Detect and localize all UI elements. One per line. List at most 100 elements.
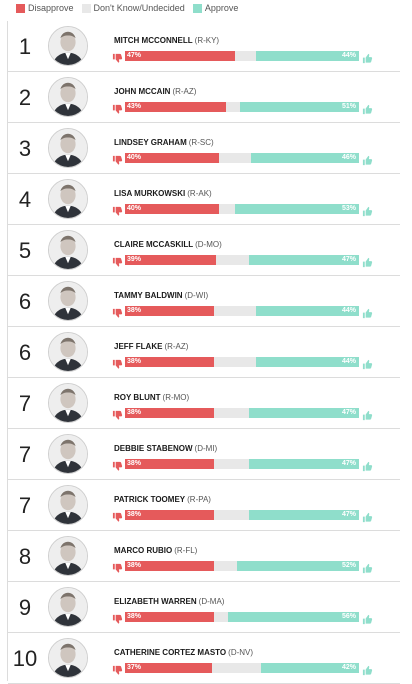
approval-bar: 37% 42% <box>125 663 359 673</box>
senator-name: LINDSEY GRAHAM <box>114 138 187 147</box>
thumbs-down-icon <box>112 255 123 267</box>
bar-segment-unknown <box>213 459 249 469</box>
senator-name-line: JOHN MCCAIN (R-AZ) <box>114 87 196 96</box>
bar-segment-disapprove: 40% <box>125 204 219 214</box>
senator-name-line: ELIZABETH WARREN (D-MA) <box>114 597 224 606</box>
senator-photo <box>48 26 88 66</box>
thumbs-up-icon <box>362 561 373 574</box>
bar-segment-approve: 51% <box>239 102 359 112</box>
senator-name: ELIZABETH WARREN <box>114 597 197 606</box>
left-divider <box>7 21 8 681</box>
approval-bar: 38% 47% <box>125 459 359 469</box>
senator-row: 1 MITCH MCCONNELL (R-KY) 47% 44% <box>8 21 400 72</box>
senator-name: ROY BLUNT <box>114 393 161 402</box>
approve-label: 44% <box>341 307 356 314</box>
senator-name: CLAIRE MCCASKILL <box>114 240 194 249</box>
approve-label: 52% <box>341 562 356 569</box>
approval-bar: 40% 46% <box>125 153 359 163</box>
rank-number: 4 <box>18 187 32 212</box>
bar-segment-disapprove: 38% <box>125 510 214 520</box>
bar-segment-unknown <box>213 357 257 367</box>
bar-segment-disapprove: 37% <box>125 663 212 673</box>
approval-bar: 38% 44% <box>125 357 359 367</box>
bar-segment-disapprove: 38% <box>125 357 214 367</box>
senator-name: JOHN MCCAIN <box>114 87 171 96</box>
thumbs-down-icon <box>112 204 123 216</box>
disapprove-swatch <box>16 3 25 13</box>
thumbs-down-icon <box>112 612 123 624</box>
senator-photo <box>48 638 88 678</box>
legend-item-approve: Approve <box>192 3 238 13</box>
legend-item-disapprove: Disapprove <box>16 3 74 13</box>
approval-bar: 38% 47% <box>125 510 359 520</box>
rank-number: 6 <box>18 340 32 365</box>
senator-name: PATRICK TOOMEY <box>114 495 186 504</box>
disapprove-label: 38% <box>127 562 142 569</box>
thumbs-down-icon <box>112 306 123 318</box>
senator-row: 6 JEFF FLAKE (R-AZ) 38% 44% <box>8 327 400 378</box>
bar-segment-approve: 53% <box>234 204 359 214</box>
senator-row: 7 DEBBIE STABENOW (D-MI) 38% 47% <box>8 429 400 480</box>
disapprove-label: 40% <box>127 154 142 161</box>
bar-segment-approve: 42% <box>260 663 359 673</box>
bar-segment-disapprove: 38% <box>125 561 214 571</box>
senator-row: 5 CLAIRE MCCASKILL (D-MO) 39% 47% <box>8 225 400 276</box>
senator-row: 7 PATRICK TOOMEY (R-PA) 38% 47% <box>8 480 400 531</box>
disapprove-label: 37% <box>127 664 142 671</box>
bar-segment-disapprove: 38% <box>125 408 214 418</box>
thumbs-down-icon <box>112 510 123 522</box>
bar-segment-approve: 47% <box>249 255 359 265</box>
senator-row: 6 TAMMY BALDWIN (D-WI) 38% 44% <box>8 276 400 327</box>
senator-party: (R-KY) <box>194 36 220 45</box>
disapprove-label: 39% <box>127 256 142 263</box>
senator-party: (D-WI) <box>184 291 209 300</box>
bar-segment-approve: 44% <box>256 357 359 367</box>
disapprove-label: 47% <box>127 52 142 59</box>
thumbs-down-icon <box>112 561 123 573</box>
approval-bar: 38% 52% <box>125 561 359 571</box>
thumbs-down-icon <box>112 357 123 369</box>
senator-name-line: TAMMY BALDWIN (D-WI) <box>114 291 208 300</box>
approval-bar: 43% 51% <box>125 102 359 112</box>
disapprove-label: 38% <box>127 409 142 416</box>
senator-row: 10 CATHERINE CORTEZ MASTO (D-NV) 37% 42% <box>8 633 400 684</box>
senator-photo <box>48 383 88 423</box>
senator-party: (R-AZ) <box>172 87 197 96</box>
rank-number: 8 <box>18 544 32 569</box>
thumbs-down-icon <box>112 408 123 420</box>
thumbs-down-icon <box>112 102 123 114</box>
rank-number: 6 <box>18 289 32 314</box>
thumbs-up-icon <box>362 255 373 268</box>
thumbs-down-icon <box>112 459 123 471</box>
approve-label: 53% <box>341 205 356 212</box>
senator-name-line: MARCO RUBIO (R-FL) <box>114 546 197 555</box>
senator-name: MARCO RUBIO <box>114 546 173 555</box>
bar-segment-unknown <box>213 561 238 571</box>
disapprove-label: 38% <box>127 358 142 365</box>
senator-name: DEBBIE STABENOW <box>114 444 193 453</box>
senator-row: 4 LISA MURKOWSKI (R-AK) 40% 53% <box>8 174 400 225</box>
rank-number: 9 <box>18 595 32 620</box>
senator-name-line: CATHERINE CORTEZ MASTO (D-NV) <box>114 648 253 657</box>
approve-label: 47% <box>341 256 356 263</box>
legend-label-unknown: Don't Know/Undecided <box>93 3 185 13</box>
senator-photo <box>48 230 88 270</box>
rank-number: 2 <box>18 85 32 110</box>
bar-segment-approve: 46% <box>251 153 359 163</box>
legend: Disapprove Don't Know/Undecided Approve <box>16 2 246 14</box>
rank-number: 10 <box>12 646 38 671</box>
approve-label: 44% <box>341 52 356 59</box>
senator-row: 8 MARCO RUBIO (R-FL) 38% 52% <box>8 531 400 582</box>
approve-swatch <box>192 3 202 13</box>
disapprove-label: 40% <box>127 205 142 212</box>
approve-label: 46% <box>341 154 356 161</box>
senator-party: (R-AK) <box>187 189 212 198</box>
bar-segment-approve: 52% <box>237 561 359 571</box>
thumbs-up-icon <box>362 102 373 115</box>
bar-segment-unknown <box>213 510 249 520</box>
bar-segment-unknown <box>225 102 240 112</box>
disapprove-label: 38% <box>127 511 142 518</box>
senator-name-line: JEFF FLAKE (R-AZ) <box>114 342 188 351</box>
senator-row: 9 ELIZABETH WARREN (D-MA) 38% 56% <box>8 582 400 633</box>
thumbs-up-icon <box>362 510 373 523</box>
